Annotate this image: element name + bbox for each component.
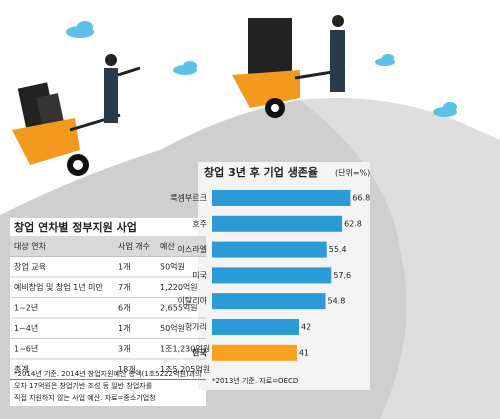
category-label: 이탈리아: [178, 296, 208, 306]
category-label: 이스라엘: [178, 244, 207, 254]
table-cell: 1~2년: [14, 302, 38, 312]
bar: [212, 293, 326, 310]
table-cell: 1개: [118, 261, 130, 271]
value-label: 41: [299, 348, 309, 357]
table-cell: 1개: [118, 323, 130, 333]
illustration-left: [12, 54, 141, 176]
bar: [212, 215, 343, 232]
table-cell: 3개: [118, 343, 130, 353]
hill-light: [300, 98, 500, 419]
table-cell: 18개: [118, 364, 136, 374]
table-cell: 2,655억원: [160, 302, 198, 312]
table-cell: 총계: [14, 364, 29, 374]
table-header: 사업 개수: [118, 241, 150, 251]
table-cell: 7개: [118, 282, 130, 292]
bar: [212, 241, 327, 258]
chart-note: *2013년 기준. 자료=OECD: [212, 376, 298, 385]
table-title: 창업 연차별 정부지원 사업: [14, 220, 137, 234]
chart-subtitle: (단위=%): [335, 168, 370, 178]
bar: [212, 267, 332, 284]
table-cell: 50억원: [160, 323, 185, 333]
value-label: 54.8: [328, 297, 346, 306]
category-label: 호주: [192, 219, 207, 228]
bar: [212, 190, 351, 206]
table-cell: 1,220억원: [160, 282, 198, 292]
table-cell: 6개: [118, 302, 130, 312]
table-cell: 1~6년: [14, 343, 38, 353]
category-label: 한국: [192, 347, 207, 357]
table-cell: 1조5,205억원: [160, 364, 210, 374]
table-cell: 1~4년: [14, 323, 38, 333]
table-footnote: 직접 지원하지 않는 사업 예산. 자료=중소기업청: [14, 393, 156, 402]
chart-title: 창업 3년 후 기업 생존율: [204, 165, 318, 179]
value-label: 55.4: [329, 245, 347, 254]
table-footnote: *2014년 기준. 2014년 창업지원예산 총액(1조5222억원)과의: [14, 369, 201, 378]
category-label: 룩셈부르크: [170, 194, 207, 203]
value-label: 57.6: [333, 271, 351, 280]
value-label: 42: [301, 323, 311, 332]
table-header: 대상 연차: [14, 241, 47, 251]
value-label: 66.8: [352, 194, 370, 203]
table-header: 예산: [160, 241, 175, 251]
table-header-bg: [10, 236, 206, 257]
table-cell: 1조1,230억원: [160, 343, 210, 353]
category-label: 미국: [192, 271, 207, 280]
bar: [212, 344, 297, 361]
table-cell: 창업 교육: [14, 262, 46, 271]
table-footnote: 오차 17억원은 창업기반 조성 등 일반 창업자를: [14, 381, 153, 390]
value-label: 62.8: [344, 219, 362, 228]
category-label: 헝가리: [185, 323, 207, 332]
illustration-right: [232, 15, 346, 118]
clouds: [66, 21, 457, 117]
table-cell: 50억원: [160, 261, 185, 271]
bar: [212, 319, 299, 335]
table-cell: 예비창업 및 창업 1년 미만: [14, 282, 104, 292]
